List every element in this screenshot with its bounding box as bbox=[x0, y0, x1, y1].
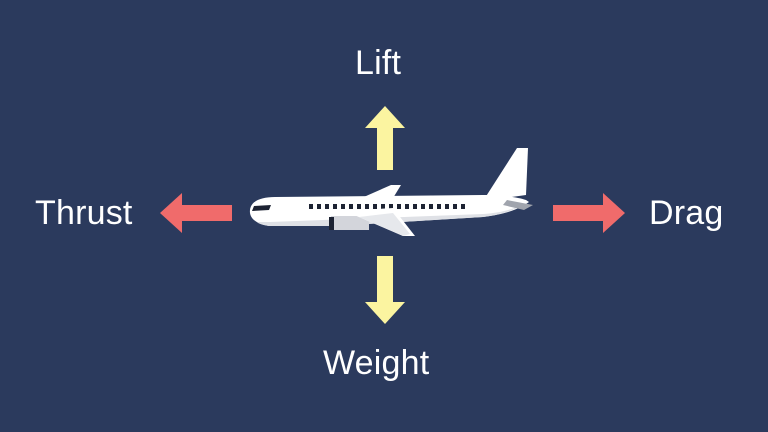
thrust-arrow-icon bbox=[160, 193, 232, 233]
lift-label: Lift bbox=[355, 44, 402, 82]
weight-label: Weight bbox=[323, 344, 430, 382]
thrust-label: Thrust bbox=[35, 194, 133, 232]
drag-label: Drag bbox=[649, 194, 724, 232]
airplane-icon bbox=[249, 148, 533, 236]
weight-arrow-icon bbox=[365, 256, 405, 324]
drag-arrow-icon bbox=[553, 193, 625, 233]
lift-arrow-icon bbox=[365, 106, 405, 170]
